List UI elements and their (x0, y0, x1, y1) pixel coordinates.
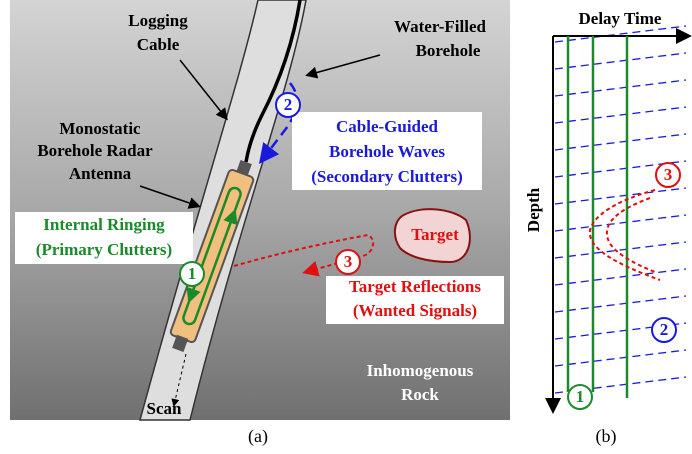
marker: 1 (188, 264, 197, 283)
marker: 3 (344, 252, 353, 271)
label: Borehole (416, 41, 481, 60)
panel-a: Logging Cable Water-Filled Borehole Mono… (10, 0, 510, 447)
wave-line (555, 242, 686, 258)
caption: (b) (596, 426, 617, 447)
label: Inhomogenous (367, 361, 474, 380)
label: Borehole Radar (37, 141, 153, 160)
wave-line (555, 107, 686, 123)
marker: 3 (664, 165, 673, 184)
label: Target Reflections (349, 277, 481, 296)
label: (Secondary Clutters) (311, 167, 463, 186)
wave-line (555, 350, 686, 366)
label: Internal Ringing (43, 215, 165, 234)
axis-label: Depth (524, 187, 543, 232)
label: Scan (147, 399, 183, 418)
label: (Primary Clutters) (36, 240, 172, 259)
wave-line (555, 296, 686, 312)
wave-line (555, 80, 686, 96)
axis-label: Delay Time (579, 9, 662, 28)
label: Target (411, 225, 459, 244)
wave-line (555, 134, 686, 150)
marker: 1 (576, 387, 585, 406)
wave-line (555, 215, 686, 231)
label: Logging (128, 11, 188, 30)
label: Antenna (69, 164, 132, 183)
reflection-hyperbola (590, 190, 660, 280)
caption: (a) (248, 426, 268, 447)
marker: 2 (284, 95, 293, 114)
wave-line (555, 26, 686, 42)
label: (Wanted Signals) (353, 301, 477, 320)
panel-b: Delay Time Depth 3 2 1 (b) (524, 9, 688, 447)
wave-line (555, 269, 686, 285)
label: Cable-Guided (336, 117, 439, 136)
marker: 2 (660, 320, 669, 339)
label: Borehole Waves (329, 142, 445, 161)
label: Rock (401, 385, 439, 404)
figure: Logging Cable Water-Filled Borehole Mono… (0, 0, 692, 454)
label: Water-Filled (394, 17, 486, 36)
label: Cable (137, 35, 180, 54)
page: Logging Cable Water-Filled Borehole Mono… (0, 0, 692, 454)
label: Monostatic (59, 119, 141, 138)
wave-line (555, 53, 686, 69)
